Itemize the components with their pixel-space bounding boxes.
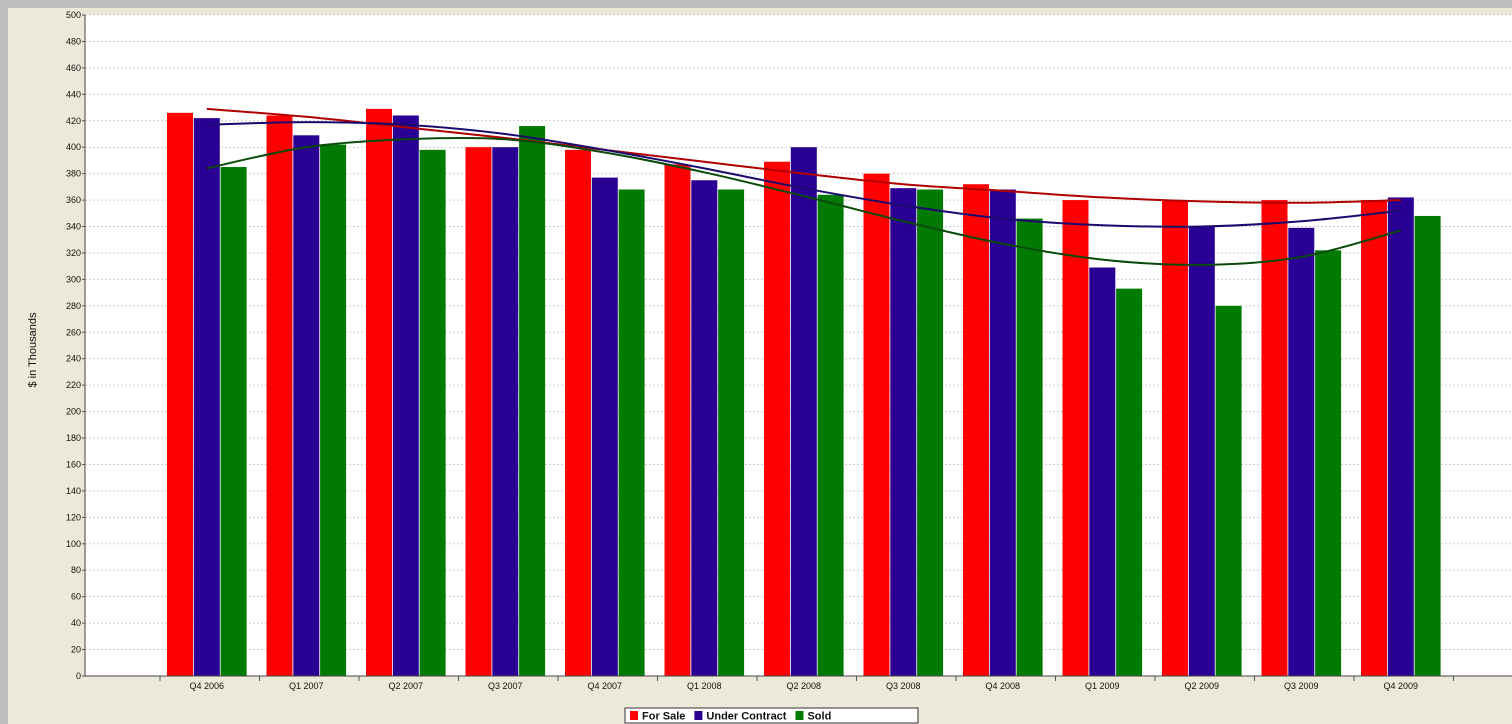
y-tick-label: 60 <box>71 592 81 602</box>
bars <box>167 108 1441 677</box>
x-tick-label: Q4 2006 <box>190 681 225 691</box>
y-tick-label: 320 <box>66 248 81 258</box>
y-tick-label: 260 <box>66 327 81 337</box>
bar-sold <box>419 149 446 676</box>
y-tick-labels: 0 20 40 60 80 100 120 140 160 180 200 220 240 260 280 3… <box>66 10 85 681</box>
bar-under-contract <box>1188 226 1215 676</box>
x-tick-label: Q1 2008 <box>687 681 722 691</box>
legend-label: Sold <box>807 711 831 723</box>
bar-sold <box>718 189 745 676</box>
bar-sold <box>220 167 247 676</box>
trendline-for-sale <box>206 107 1401 204</box>
bar-for-sale <box>1261 200 1288 676</box>
legend-swatch-sold <box>795 711 804 720</box>
bar-under-contract <box>1288 227 1315 677</box>
trendlines <box>206 107 1402 266</box>
legend-swatch-under-contract <box>694 711 703 720</box>
y-tick-label: 400 <box>66 142 81 152</box>
bar-under-contract <box>293 135 320 676</box>
y-tick-label: 200 <box>66 407 81 417</box>
y-tick-label: 280 <box>66 301 81 311</box>
bar-sold <box>917 189 944 676</box>
y-tick-label: 180 <box>66 433 81 443</box>
bar-sold <box>618 189 645 676</box>
trendline-under-contract <box>206 121 1401 228</box>
bar-for-sale <box>167 112 193 676</box>
bar-sold <box>519 126 546 677</box>
x-tick-label: Q2 2007 <box>389 681 424 691</box>
y-tick-label: 20 <box>71 645 81 655</box>
bar-for-sale <box>764 161 790 676</box>
y-tick-label: 500 <box>66 10 81 20</box>
y-tick-label: 220 <box>66 380 81 390</box>
bar-sold <box>1414 215 1441 676</box>
x-tick-label: Q4 2009 <box>1384 681 1419 691</box>
x-tick-label: Q3 2008 <box>886 681 921 691</box>
y-tick-label: 240 <box>66 354 81 364</box>
bar-for-sale <box>963 184 989 676</box>
legend-label: Under Contract <box>706 711 786 723</box>
legend-swatch-for-sale <box>630 711 638 720</box>
x-tick-label: Q3 2009 <box>1284 681 1319 691</box>
y-tick-label: 420 <box>66 116 81 126</box>
x-tick-label: Q1 2007 <box>289 681 324 691</box>
bar-sold <box>1016 218 1043 676</box>
y-axis-title: $ in Thousands <box>27 312 39 388</box>
bar-under-contract <box>193 118 220 677</box>
bar-under-contract <box>492 147 519 676</box>
y-tick-label: 120 <box>66 512 81 522</box>
bar-sold <box>1116 288 1143 676</box>
y-tick-label: 100 <box>66 539 81 549</box>
x-tick-label: Q2 2008 <box>787 681 822 691</box>
axes <box>84 15 1512 677</box>
y-tick-label: 380 <box>66 169 81 179</box>
y-tick-label: 440 <box>66 89 81 99</box>
y-tick-label: 80 <box>71 565 81 575</box>
legend-label: For Sale <box>642 711 685 723</box>
bar-under-contract <box>989 189 1016 676</box>
bar-for-sale <box>664 164 691 677</box>
bar-for-sale <box>1062 200 1089 676</box>
bar-for-sale <box>1162 200 1188 676</box>
bar-sold <box>320 144 347 676</box>
bar-under-contract <box>790 147 817 676</box>
bar-under-contract <box>1387 197 1414 676</box>
chart-panel: 0 20 40 60 80 100 120 140 160 180 200 220 240 260 280 3… <box>8 8 1512 724</box>
y-tick-label: 300 <box>66 274 81 284</box>
bar-under-contract <box>1089 267 1116 676</box>
x-tick-label: Q2 2009 <box>1185 681 1220 691</box>
bar-chart: 0 20 40 60 80 100 120 140 160 180 200 220 240 260 280 3… <box>27 10 1512 724</box>
bar-under-contract <box>890 188 917 676</box>
y-tick-label: 460 <box>66 63 81 73</box>
bar-for-sale <box>1361 200 1387 676</box>
y-tick-label: 140 <box>66 486 81 496</box>
x-tick-label: Q4 2008 <box>986 681 1021 691</box>
trendline-sold <box>206 136 1402 266</box>
y-tick-label: 360 <box>66 195 81 205</box>
bar-for-sale <box>266 115 293 677</box>
bar-sold <box>1315 250 1342 677</box>
bar-under-contract <box>691 180 718 676</box>
x-tick-label: Q3 2007 <box>488 681 523 691</box>
x-tick-labels: Q4 2006 Q1 2007 Q2 2007 Q3 2007 Q4 2007 Q1 20… <box>159 676 1454 691</box>
y-tick-label: 160 <box>66 459 81 469</box>
legend: For Sale Under Contract Sold <box>624 707 919 724</box>
y-tick-label: 480 <box>66 36 81 46</box>
bar-for-sale <box>465 147 492 676</box>
x-tick-label: Q4 2007 <box>588 681 623 691</box>
y-tick-label: 40 <box>71 618 81 628</box>
bar-under-contract <box>392 115 419 677</box>
bar-for-sale <box>366 108 392 676</box>
y-tick-label: 340 <box>66 222 81 232</box>
bar-under-contract <box>591 177 618 676</box>
bar-sold <box>817 194 844 677</box>
bar-for-sale <box>863 173 890 676</box>
bar-sold <box>1215 305 1242 676</box>
y-tick-label: 0 <box>76 671 81 681</box>
x-tick-label: Q1 2009 <box>1085 681 1120 691</box>
bar-for-sale <box>565 149 591 676</box>
